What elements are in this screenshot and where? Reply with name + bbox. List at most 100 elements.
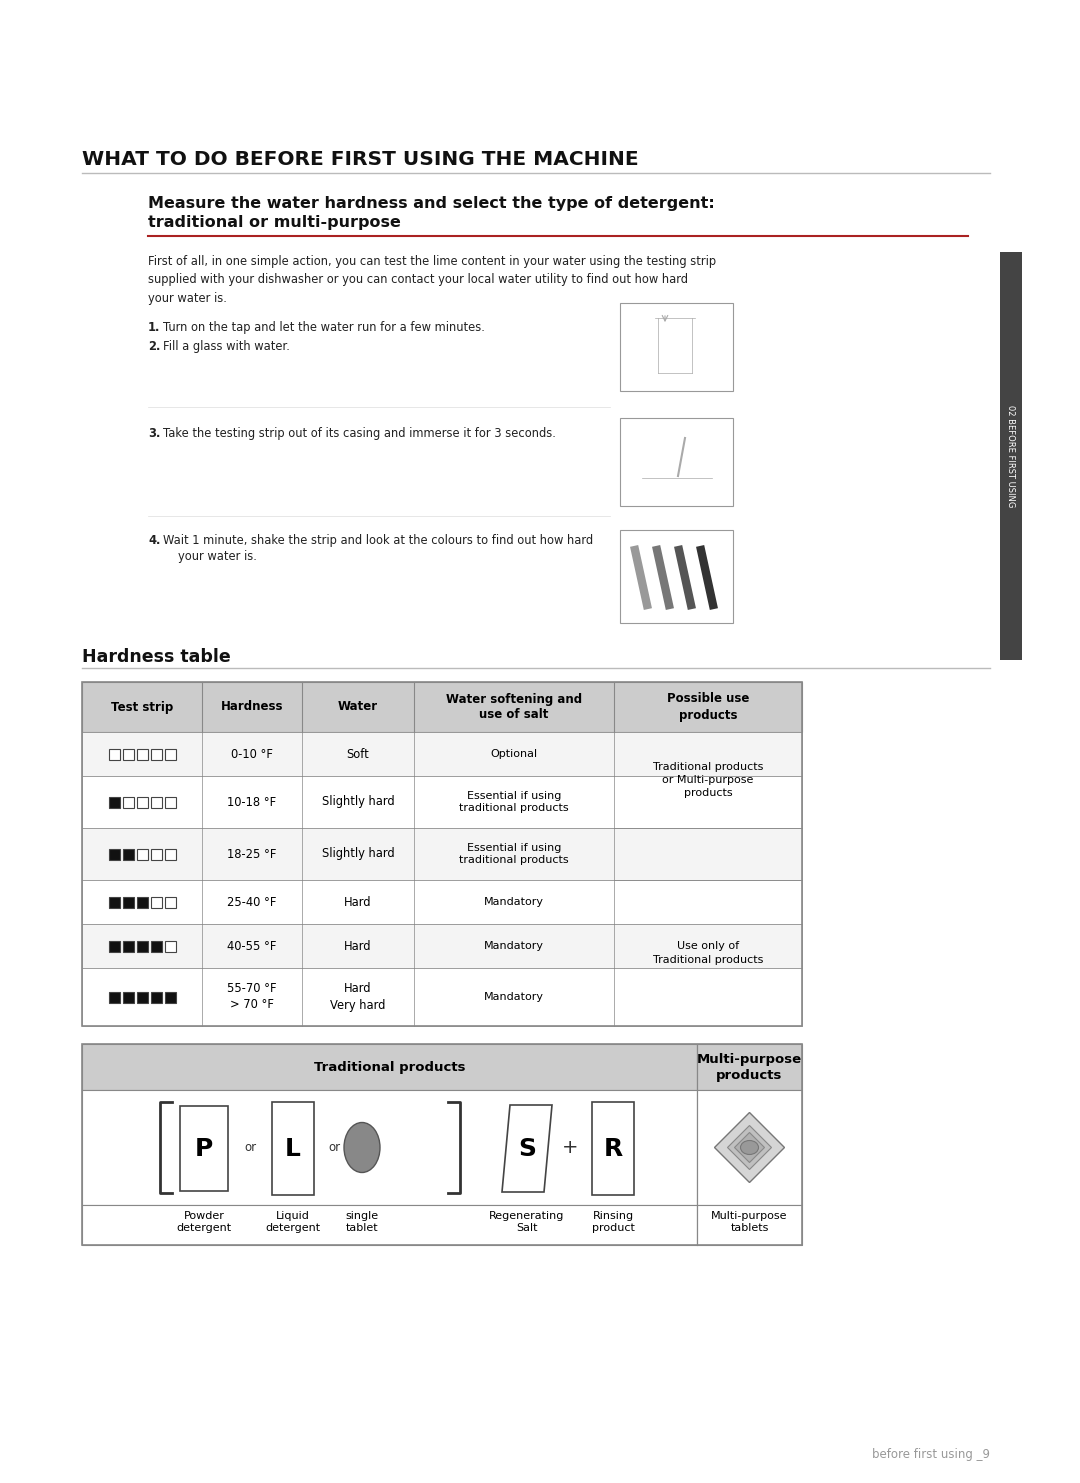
- Bar: [150, 749, 162, 759]
- Bar: [108, 940, 120, 952]
- Text: Essential if using
traditional products: Essential if using traditional products: [459, 790, 569, 813]
- Text: Hard: Hard: [345, 896, 372, 909]
- Bar: [150, 796, 162, 808]
- Ellipse shape: [345, 1123, 380, 1173]
- Text: Rinsing
product: Rinsing product: [592, 1212, 634, 1234]
- Text: Regenerating
Salt: Regenerating Salt: [489, 1212, 565, 1234]
- Text: WHAT TO DO BEFORE FIRST USING THE MACHINE: WHAT TO DO BEFORE FIRST USING THE MACHIN…: [82, 150, 638, 169]
- Bar: [164, 897, 175, 908]
- Bar: [108, 992, 120, 1003]
- Bar: [82, 879, 802, 924]
- Bar: [122, 992, 134, 1003]
- Polygon shape: [715, 1112, 784, 1182]
- Text: Hardness table: Hardness table: [82, 648, 231, 666]
- Bar: [697, 1090, 802, 1206]
- Bar: [150, 897, 162, 908]
- Text: Liquid
detergent: Liquid detergent: [266, 1212, 321, 1234]
- Bar: [150, 940, 162, 952]
- Text: Mandatory: Mandatory: [484, 897, 544, 908]
- Text: 2.: 2.: [148, 340, 160, 353]
- Text: Optional: Optional: [490, 749, 538, 759]
- Bar: [82, 733, 802, 776]
- Text: 55-70 °F
> 70 °F: 55-70 °F > 70 °F: [227, 983, 276, 1011]
- Bar: [108, 796, 120, 808]
- Text: Slightly hard: Slightly hard: [322, 847, 394, 860]
- Text: Test strip: Test strip: [111, 700, 173, 713]
- Bar: [620, 303, 733, 392]
- Text: traditional or multi-purpose: traditional or multi-purpose: [148, 215, 401, 230]
- Text: Soft: Soft: [347, 747, 369, 761]
- Bar: [164, 992, 175, 1003]
- Bar: [122, 796, 134, 808]
- Text: Fill a glass with water.: Fill a glass with water.: [163, 340, 289, 353]
- Text: your water is.: your water is.: [178, 550, 257, 564]
- Bar: [136, 848, 148, 860]
- Bar: [164, 749, 175, 759]
- Bar: [136, 992, 148, 1003]
- Bar: [82, 776, 802, 828]
- Bar: [108, 897, 120, 908]
- Text: Traditional products: Traditional products: [314, 1060, 465, 1074]
- Bar: [82, 1044, 697, 1090]
- Text: First of all, in one simple action, you can test the lime content in your water : First of all, in one simple action, you …: [148, 255, 716, 305]
- Text: Essential if using
traditional products: Essential if using traditional products: [459, 842, 569, 866]
- Bar: [136, 749, 148, 759]
- Text: Traditional products
or Multi-purpose
products: Traditional products or Multi-purpose pr…: [652, 762, 764, 798]
- Text: +: +: [562, 1137, 578, 1157]
- Polygon shape: [502, 1105, 552, 1192]
- Bar: [82, 828, 802, 879]
- Text: Take the testing strip out of its casing and immerse it for 3 seconds.: Take the testing strip out of its casing…: [163, 427, 556, 440]
- Bar: [150, 848, 162, 860]
- Text: Water softening and
use of salt: Water softening and use of salt: [446, 693, 582, 722]
- Bar: [122, 848, 134, 860]
- Bar: [697, 1206, 802, 1246]
- Bar: [82, 968, 802, 1026]
- Text: 1.: 1.: [148, 320, 160, 334]
- Bar: [150, 992, 162, 1003]
- Bar: [164, 848, 175, 860]
- Text: 40-55 °F: 40-55 °F: [227, 940, 276, 952]
- Polygon shape: [734, 1133, 765, 1163]
- Bar: [1000, 252, 1022, 660]
- Text: Wait 1 minute, shake the strip and look at the colours to find out how hard: Wait 1 minute, shake the strip and look …: [163, 534, 593, 547]
- Text: 4.: 4.: [148, 534, 160, 547]
- Text: 02 BEFORE FIRST USING: 02 BEFORE FIRST USING: [1007, 405, 1015, 507]
- Text: Multi-purpose
products: Multi-purpose products: [697, 1053, 802, 1081]
- Bar: [136, 897, 148, 908]
- Bar: [164, 796, 175, 808]
- Bar: [180, 1106, 228, 1191]
- Bar: [164, 940, 175, 952]
- Text: Slightly hard: Slightly hard: [322, 795, 394, 808]
- Text: Powder
detergent: Powder detergent: [176, 1212, 231, 1234]
- Bar: [122, 940, 134, 952]
- Bar: [697, 1044, 802, 1090]
- Text: 25-40 °F: 25-40 °F: [227, 896, 276, 909]
- Text: before first using _9: before first using _9: [872, 1447, 990, 1461]
- Bar: [82, 1206, 697, 1246]
- Text: 10-18 °F: 10-18 °F: [228, 795, 276, 808]
- Text: 18-25 °F: 18-25 °F: [227, 847, 276, 860]
- Text: or: or: [328, 1140, 340, 1154]
- Ellipse shape: [741, 1140, 758, 1154]
- Text: Possible use
products: Possible use products: [666, 693, 750, 722]
- Bar: [82, 924, 802, 968]
- Bar: [592, 1102, 634, 1195]
- Text: single
tablet: single tablet: [346, 1212, 379, 1234]
- Bar: [272, 1102, 314, 1195]
- Text: Water: Water: [338, 700, 378, 713]
- Text: 3.: 3.: [148, 427, 160, 440]
- Text: L: L: [285, 1136, 301, 1161]
- Text: 0-10 °F: 0-10 °F: [231, 747, 273, 761]
- Bar: [620, 418, 733, 506]
- Text: Mandatory: Mandatory: [484, 992, 544, 1003]
- Bar: [108, 749, 120, 759]
- Bar: [122, 749, 134, 759]
- Text: Turn on the tap and let the water run for a few minutes.: Turn on the tap and let the water run fo…: [163, 320, 485, 334]
- Text: P: P: [194, 1136, 213, 1161]
- Bar: [108, 848, 120, 860]
- Bar: [82, 1090, 697, 1206]
- Text: Hard
Very hard: Hard Very hard: [330, 983, 386, 1011]
- Text: Hardness: Hardness: [220, 700, 283, 713]
- Bar: [122, 897, 134, 908]
- Text: Measure the water hardness and select the type of detergent:: Measure the water hardness and select th…: [148, 196, 715, 211]
